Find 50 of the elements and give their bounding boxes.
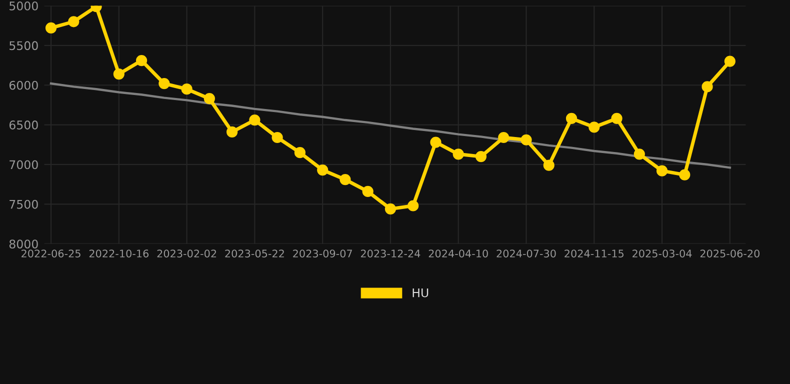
point xyxy=(611,112,622,124)
point xyxy=(158,78,170,90)
point xyxy=(294,147,306,158)
y-tick-label: 6000 xyxy=(9,80,38,90)
y-tick-label: 8000 xyxy=(9,240,38,248)
x-tick-label: 2023-12-24 xyxy=(360,250,420,258)
point xyxy=(520,134,532,146)
point xyxy=(181,84,192,95)
x-tick-label: 2024-07-30 xyxy=(496,250,556,258)
point xyxy=(317,164,328,176)
x-tick-label: 2023-05-22 xyxy=(225,250,284,258)
x-tick-label: 2025-06-20 xyxy=(700,250,760,258)
x-tick-label: 2024-11-15 xyxy=(564,250,624,258)
point xyxy=(452,148,464,160)
point xyxy=(384,203,396,214)
point xyxy=(543,160,554,171)
point xyxy=(702,81,713,92)
point xyxy=(272,132,283,144)
x-tick-label: 2025-03-04 xyxy=(632,250,692,258)
point xyxy=(498,132,510,144)
point xyxy=(113,68,124,80)
point xyxy=(475,150,487,162)
point xyxy=(340,174,351,186)
point xyxy=(204,93,215,104)
x-tick-label: 2022-06-25 xyxy=(22,250,80,258)
y-tick-label: 7000 xyxy=(10,160,38,170)
legend-label: HU xyxy=(412,288,428,298)
point xyxy=(566,112,578,124)
point xyxy=(634,148,645,160)
point xyxy=(656,165,668,176)
point xyxy=(679,169,690,180)
point xyxy=(430,136,442,148)
y-tick-label: 6500 xyxy=(9,120,38,130)
line-series xyxy=(50,82,732,169)
point xyxy=(136,54,148,66)
point xyxy=(68,16,80,28)
point xyxy=(226,126,238,138)
point xyxy=(588,122,600,133)
x-tick-label: 2024-04-10 xyxy=(428,250,488,258)
point xyxy=(724,56,736,67)
point xyxy=(362,186,374,198)
y-tick-label: 7500 xyxy=(10,200,38,209)
x-tick-label: 2022-10-16 xyxy=(89,250,149,258)
point xyxy=(45,22,57,34)
y-tick-label: 5000 xyxy=(10,1,38,10)
x-tick-label: 2023-02-02 xyxy=(157,250,216,258)
point xyxy=(408,200,419,212)
point xyxy=(249,114,260,126)
x-tick-label: 2023-09-07 xyxy=(293,250,352,258)
y-tick-label: 5500 xyxy=(10,41,38,50)
